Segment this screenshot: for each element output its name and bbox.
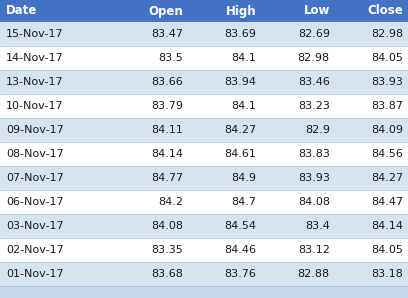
Text: 84.09: 84.09 <box>371 125 403 135</box>
Text: 84.7: 84.7 <box>231 197 257 207</box>
Bar <box>0 262 408 286</box>
Text: 83.4: 83.4 <box>305 221 330 231</box>
Text: 83.66: 83.66 <box>151 77 183 87</box>
Text: 83.18: 83.18 <box>371 269 403 279</box>
Text: 03-Nov-17: 03-Nov-17 <box>6 221 64 231</box>
Text: 83.79: 83.79 <box>151 101 183 111</box>
Text: 83.47: 83.47 <box>151 29 183 39</box>
Text: 83.69: 83.69 <box>225 29 257 39</box>
Text: 84.08: 84.08 <box>151 221 183 231</box>
Text: 08-Nov-17: 08-Nov-17 <box>6 149 64 159</box>
Text: 83.35: 83.35 <box>151 245 183 255</box>
Text: 83.76: 83.76 <box>225 269 257 279</box>
Bar <box>0 0 408 22</box>
Text: 84.08: 84.08 <box>298 197 330 207</box>
Text: 13-Nov-17: 13-Nov-17 <box>6 77 64 87</box>
Text: 15-Nov-17: 15-Nov-17 <box>6 29 64 39</box>
Text: 83.68: 83.68 <box>151 269 183 279</box>
Text: 06-Nov-17: 06-Nov-17 <box>6 197 64 207</box>
Text: 82.98: 82.98 <box>298 53 330 63</box>
Text: 83.87: 83.87 <box>371 101 403 111</box>
Text: 84.14: 84.14 <box>371 221 403 231</box>
Text: 84.14: 84.14 <box>151 149 183 159</box>
Text: 82.69: 82.69 <box>298 29 330 39</box>
Text: 01-Nov-17: 01-Nov-17 <box>6 269 64 279</box>
Bar <box>0 142 408 166</box>
Text: 83.83: 83.83 <box>298 149 330 159</box>
Bar <box>0 238 408 262</box>
Text: 83.5: 83.5 <box>159 53 183 63</box>
Text: 83.94: 83.94 <box>224 77 257 87</box>
Text: 10-Nov-17: 10-Nov-17 <box>6 101 64 111</box>
Text: High: High <box>226 4 257 18</box>
Text: 09-Nov-17: 09-Nov-17 <box>6 125 64 135</box>
Text: 84.1: 84.1 <box>232 53 257 63</box>
Bar <box>0 166 408 190</box>
Text: 14-Nov-17: 14-Nov-17 <box>6 53 64 63</box>
Text: 07-Nov-17: 07-Nov-17 <box>6 173 64 183</box>
Text: Close: Close <box>367 4 403 18</box>
Text: 84.54: 84.54 <box>224 221 257 231</box>
Text: 84.05: 84.05 <box>371 53 403 63</box>
Bar <box>0 70 408 94</box>
Text: 82.88: 82.88 <box>298 269 330 279</box>
Text: 84.9: 84.9 <box>231 173 257 183</box>
Text: 84.27: 84.27 <box>224 125 257 135</box>
Text: 83.23: 83.23 <box>298 101 330 111</box>
Bar <box>0 118 408 142</box>
Text: Open: Open <box>149 4 183 18</box>
Bar <box>0 214 408 238</box>
Text: 84.61: 84.61 <box>225 149 257 159</box>
Text: 83.46: 83.46 <box>298 77 330 87</box>
Bar <box>0 94 408 118</box>
Text: 83.93: 83.93 <box>298 173 330 183</box>
Text: 84.56: 84.56 <box>371 149 403 159</box>
Bar <box>0 22 408 46</box>
Text: 84.47: 84.47 <box>371 197 403 207</box>
Text: 84.05: 84.05 <box>371 245 403 255</box>
Bar <box>0 286 408 298</box>
Text: 82.98: 82.98 <box>371 29 403 39</box>
Text: 84.2: 84.2 <box>158 197 183 207</box>
Text: 02-Nov-17: 02-Nov-17 <box>6 245 64 255</box>
Bar <box>0 46 408 70</box>
Text: 84.11: 84.11 <box>151 125 183 135</box>
Bar <box>0 190 408 214</box>
Text: 83.93: 83.93 <box>371 77 403 87</box>
Text: 84.27: 84.27 <box>371 173 403 183</box>
Text: 82.9: 82.9 <box>305 125 330 135</box>
Text: Low: Low <box>304 4 330 18</box>
Text: 84.77: 84.77 <box>151 173 183 183</box>
Text: 83.12: 83.12 <box>298 245 330 255</box>
Text: 84.1: 84.1 <box>232 101 257 111</box>
Text: Date: Date <box>6 4 38 18</box>
Text: 84.46: 84.46 <box>224 245 257 255</box>
